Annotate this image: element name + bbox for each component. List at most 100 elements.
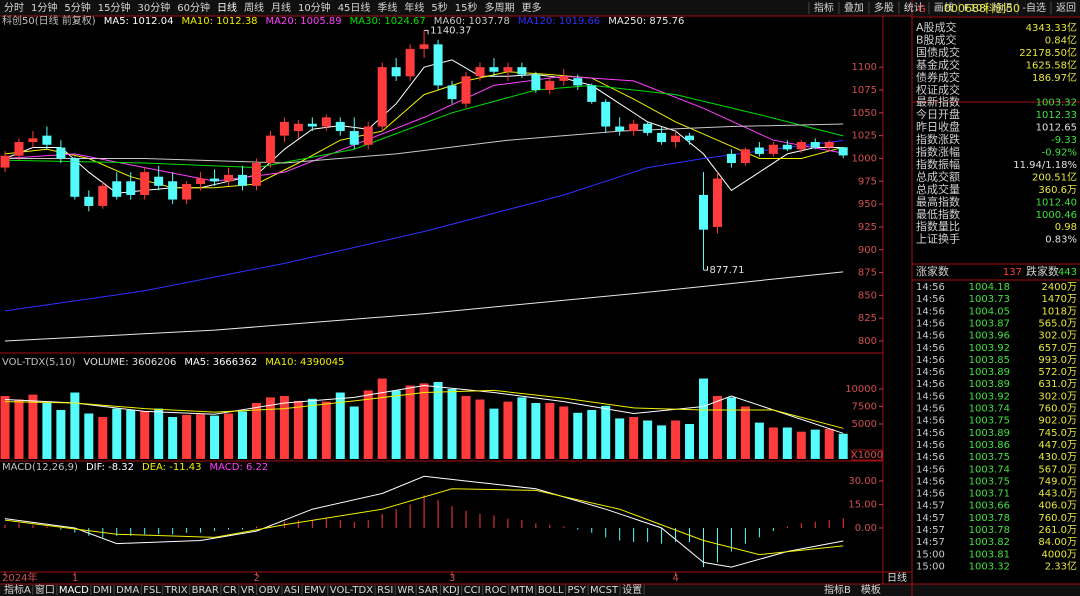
indicator-tab[interactable]: VR — [241, 585, 255, 596]
candle-body — [587, 85, 597, 102]
ma-line — [4, 84, 844, 169]
indicator-tab[interactable]: WR — [397, 585, 414, 596]
candle-body — [559, 76, 569, 81]
toolbar-item[interactable]: 标记 — [992, 2, 1012, 14]
indicator-tab[interactable]: 指标B — [824, 583, 851, 596]
toolbar-item[interactable]: 60分钟 — [177, 1, 210, 14]
annotation: 877.71 — [710, 265, 745, 276]
unit-label: X1000 — [851, 450, 883, 461]
candle-body — [615, 126, 625, 132]
stat-label: 国债成交 — [916, 45, 960, 59]
toolbar-item[interactable]: 季线 — [377, 1, 397, 14]
indicator-tab[interactable]: FSL — [143, 585, 161, 596]
indicator-tab[interactable]: EMV — [304, 585, 326, 596]
x-tick-label: 2024年 — [2, 571, 37, 584]
toolbar-item[interactable]: -自选 — [1022, 1, 1046, 14]
code: 000688 — [944, 2, 986, 15]
trade-price: 1003.82 — [969, 537, 1010, 548]
stat-value: 0.98 — [1055, 222, 1077, 233]
toolbar-item[interactable]: 画线 — [934, 1, 954, 14]
legend-entry: MA250: 875.76 — [608, 16, 684, 27]
indicator-tab[interactable]: MACD — [59, 585, 89, 596]
candle-body — [573, 78, 583, 86]
candle-body — [405, 48, 415, 77]
trade-price: 1003.75 — [969, 476, 1010, 487]
toolbar-item[interactable]: 统计 — [904, 1, 924, 14]
stat-label: 总成交量 — [916, 182, 960, 196]
indicator-tab[interactable]: 模板 — [861, 583, 881, 596]
indicator-tab[interactable]: CCI — [464, 585, 481, 596]
volume-bar — [126, 410, 136, 459]
y-tick-label: 925 — [858, 222, 877, 233]
y-tick-label: 800 — [858, 336, 877, 347]
indicator-tab[interactable]: ASI — [284, 585, 300, 596]
toolbar-item[interactable]: 更多 — [522, 1, 542, 14]
indicator-tab[interactable]: 设置 — [622, 584, 642, 596]
toolbar-item[interactable]: 5分钟 — [64, 1, 90, 14]
indicator-tab[interactable]: 指标A — [4, 583, 31, 596]
indicator-tab[interactable]: BRAR — [192, 585, 219, 596]
index-name: 科创50 — [984, 1, 1020, 15]
volume-bar — [349, 406, 359, 459]
toolbar-item[interactable]: 多股 — [874, 1, 894, 14]
toolbar-item[interactable]: 周线 — [244, 1, 264, 14]
volume-bar — [419, 383, 429, 459]
indicator-tab[interactable]: PSY — [568, 585, 587, 596]
legend-entry: MACD(12,26,9) — [2, 462, 78, 473]
toolbar-item[interactable]: 分时 — [4, 2, 24, 14]
toolbar-item[interactable]: 返回 — [1056, 2, 1076, 14]
toolbar-item[interactable]: 日线 — [217, 1, 237, 14]
toolbar-item[interactable]: 45日线 — [338, 1, 371, 14]
indicator-tab[interactable]: BOLL — [538, 585, 564, 596]
trade-price: 1003.32 — [969, 561, 1010, 572]
stat-value: 22178.50亿 — [1019, 46, 1077, 59]
candle-body — [0, 155, 10, 168]
toolbar-item[interactable]: 10分钟 — [298, 1, 331, 14]
trade-volume: 567.0万 — [1038, 464, 1077, 475]
candle-body — [447, 85, 457, 100]
stat-label: 指数涨跌 — [916, 132, 960, 146]
trade-time: 14:56 — [916, 331, 945, 342]
trade-price: 1003.75 — [969, 416, 1010, 427]
toolbar-item[interactable]: 月线 — [271, 1, 291, 14]
volume-bar — [503, 401, 513, 459]
indicator-tab[interactable]: VOL-TDX — [330, 585, 373, 596]
candle-body — [391, 67, 401, 77]
toolbar-item[interactable]: 15分钟 — [98, 1, 131, 14]
toolbar-item[interactable]: 叠加 — [844, 2, 864, 14]
indicator-tab[interactable]: SAR — [418, 585, 438, 596]
period-label: 日线 — [887, 571, 907, 584]
candle-body — [419, 44, 429, 49]
indicator-tab[interactable]: 窗口 — [35, 583, 55, 596]
toolbar-item[interactable]: 1分钟 — [31, 1, 57, 14]
toolbar-item[interactable]: 多周期 — [485, 1, 515, 14]
volume-bar — [768, 427, 778, 459]
toolbar-item[interactable]: 15秒 — [455, 1, 478, 14]
toolbar-item[interactable]: 年线 — [404, 1, 424, 14]
indicator-tab[interactable]: KDJ — [442, 585, 459, 596]
indicator-tab[interactable]: MTM — [510, 585, 533, 596]
stat-value: 200.51亿 — [1032, 170, 1077, 183]
indicator-tab[interactable]: RSI — [377, 585, 393, 596]
volume-bar — [224, 413, 234, 459]
candle-body — [28, 138, 38, 143]
candle-body — [433, 44, 443, 86]
trade-time: 14:57 — [916, 513, 945, 524]
y-tick-label: 975 — [858, 176, 877, 187]
indicator-tab[interactable]: OBV — [259, 585, 280, 596]
toolbar-item[interactable]: 指标 — [814, 1, 834, 14]
indicator-tab[interactable]: ROC — [485, 585, 507, 596]
trade-volume: 565.0万 — [1038, 318, 1077, 329]
indicator-tab[interactable]: DMA — [116, 585, 139, 596]
trade-volume: 447.0万 — [1038, 440, 1077, 451]
volume-bar — [56, 410, 66, 459]
indicator-tab[interactable]: DMI — [93, 585, 112, 596]
toolbar-item[interactable]: 30分钟 — [137, 1, 170, 14]
indicator-tab[interactable]: CR — [223, 585, 237, 596]
indicator-tab[interactable]: MCST — [590, 585, 619, 596]
trade-volume: 657.0万 — [1038, 343, 1077, 354]
toolbar-item[interactable]: F10 — [964, 3, 982, 14]
volume-bar — [796, 431, 806, 459]
toolbar-item[interactable]: 5秒 — [431, 1, 447, 14]
indicator-tab[interactable]: TRIX — [164, 585, 188, 596]
